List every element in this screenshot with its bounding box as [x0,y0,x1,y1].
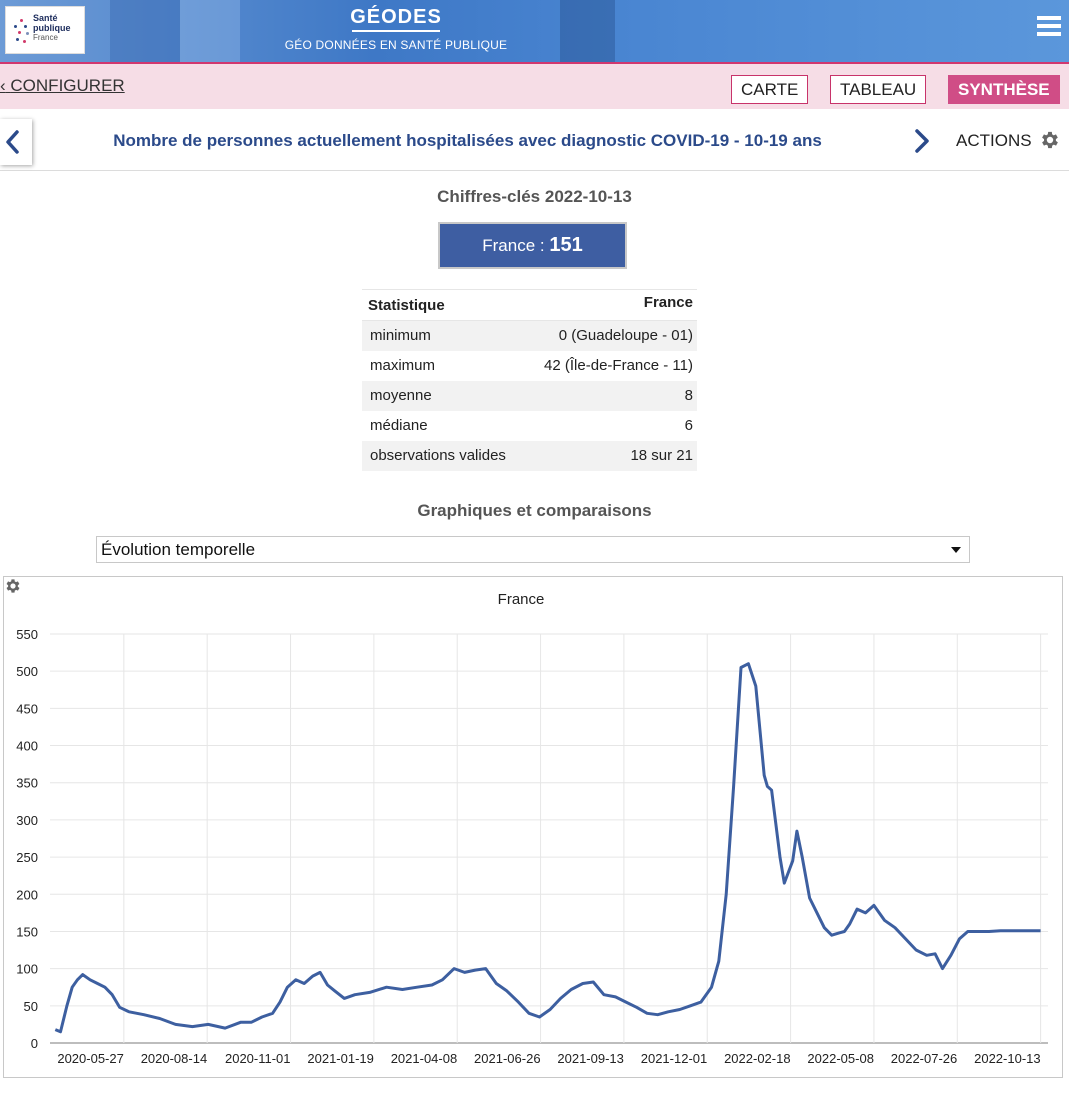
y-tick-label: 350 [16,776,38,791]
x-tick-label: 2020-05-27 [57,1051,124,1066]
next-indicator-button[interactable] [910,127,934,157]
y-tick-label: 200 [16,887,38,902]
sante-publique-logo[interactable]: Santé publique France [5,6,85,54]
time-series-chart: France 0 50 100 150 200 250 300 350 400 450 500 550 2… [16,591,1048,1066]
y-tick-label: 400 [16,739,38,754]
hamburger-icon[interactable] [1037,16,1061,40]
stat-value: 0 (Guadeloupe - 01) [524,320,697,351]
y-tick-label: 550 [16,627,38,642]
logo-text-line3: France [33,33,58,42]
chevron-left-icon [6,130,19,154]
mode-bar: ‹ CONFIGURER CARTE TABLEAU SYNTHÈSE [0,62,1069,109]
top-header: Santé publique France GÉODES GÉO DONNÉES… [0,0,1069,62]
gear-icon[interactable] [4,577,22,595]
configure-link[interactable]: ‹ CONFIGURER [0,76,125,96]
charts-section-title: Graphiques et comparaisons [417,501,652,520]
actions-button[interactable]: ACTIONS [956,131,1032,150]
statistics-table: Statistique France minimum 0 (Guadeloupe… [362,289,697,471]
gear-icon[interactable] [1039,129,1061,151]
chart-type-select[interactable]: Évolution temporelle [96,536,970,563]
table-row: médiane 6 [362,411,697,441]
app-subtitle: GÉO DONNÉES EN SANTÉ PUBLIQUE [284,38,508,52]
stat-label: médiane [370,417,428,434]
y-tick-label: 50 [24,999,38,1014]
indicator-title: Nombre de personnes actuellement hospita… [113,131,822,150]
y-tick-label: 450 [16,701,38,716]
x-tick-label: 2020-08-14 [141,1051,208,1066]
y-tick-label: 250 [16,850,38,865]
app-title-text: GÉODES [350,6,442,28]
header-photo-shade [180,0,240,62]
x-tick-label: 2021-12-01 [641,1051,708,1066]
stat-label: minimum [362,320,525,351]
x-tick-label: 2021-09-13 [557,1051,624,1066]
header-photo-shade [110,0,180,62]
x-tick-label: 2020-11-01 [225,1051,291,1066]
previous-indicator-button[interactable] [0,119,32,165]
table-row: minimum 0 (Guadeloupe - 01) [362,320,697,351]
logo-text-line1: Santé [33,13,58,23]
stat-value: 6 [684,417,693,434]
table-header-row: Statistique France [362,289,697,321]
configure-label: CONFIGURER [10,76,125,95]
y-tick-label: 0 [31,1036,38,1051]
stat-label: observations valides [362,440,525,471]
tab-carte[interactable]: CARTE [731,75,809,104]
indicator-header: Nombre de personnes actuellement hospita… [0,109,1069,171]
column-header-france: France [524,289,697,321]
y-tick-label: 150 [16,924,38,939]
app-title[interactable]: GÉODES [270,6,522,32]
y-tick-label: 500 [16,664,38,679]
stat-value: 42 (Île-de-France - 11) [544,357,693,374]
chevron-down-icon [951,547,961,553]
app-title-underline [352,30,440,32]
table-row: observations valides 18 sur 21 [362,440,697,471]
x-tick-label: 2021-01-19 [307,1051,374,1066]
chart-panel: France 0 50 100 150 200 250 300 350 400 450 500 550 2… [3,576,1063,1078]
logo-dots-icon [14,17,32,47]
column-header-statistique: Statistique [362,289,525,321]
header-photo-shade [560,0,615,62]
stat-value: 8 [524,380,697,411]
y-tick-label: 300 [16,813,38,828]
stat-value: 18 sur 21 [524,440,697,471]
key-figure-label: France : [482,236,550,255]
x-tick-label: 2022-02-18 [724,1051,791,1066]
stat-label: maximum [370,357,436,374]
stat-label: moyenne [362,380,525,411]
chart-type-selected: Évolution temporelle [101,540,256,559]
x-tick-label: 2021-04-08 [391,1051,458,1066]
y-tick-label: 100 [16,962,38,977]
chevron-left-icon: ‹ [0,76,6,95]
table-row: moyenne 8 [362,380,697,411]
key-figures-title: Chiffres-clés 2022-10-13 [437,187,632,206]
key-figure-box: France : 151 [438,222,627,269]
x-tick-label: 2022-07-26 [891,1051,958,1066]
tab-synthese[interactable]: SYNTHÈSE [948,75,1060,104]
tab-tableau[interactable]: TABLEAU [830,75,927,104]
chevron-right-icon [915,129,929,153]
series-line-france [54,662,1041,1034]
x-tick-label: 2021-06-26 [474,1051,541,1066]
x-tick-label: 2022-05-08 [807,1051,874,1066]
table-row: maximum 42 (Île-de-France - 11) [362,351,697,381]
chart-title: France [498,591,545,608]
x-tick-label: 2022-10-13 [974,1051,1041,1066]
key-figure-value: 151 [549,234,583,256]
logo-text-line2: publique [33,23,71,33]
